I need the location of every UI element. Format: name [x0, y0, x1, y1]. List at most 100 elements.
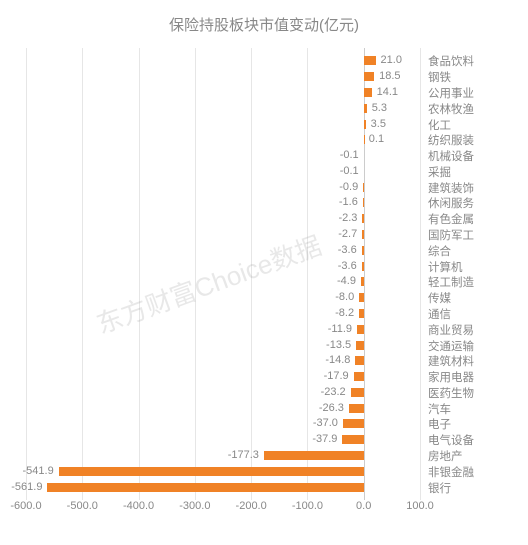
x-tick-label: -300.0 [179, 500, 210, 512]
bar-row: -11.9 [26, 321, 420, 337]
bar [363, 198, 364, 207]
category-label: 通信 [428, 306, 451, 322]
category-label: 机械设备 [428, 148, 474, 164]
value-label: -13.5 [326, 339, 351, 351]
category-label: 电气设备 [428, 432, 474, 448]
bar [357, 325, 364, 334]
category-label: 钢铁 [428, 69, 451, 85]
category-label: 采掘 [428, 164, 451, 180]
bar [356, 341, 364, 350]
bar [47, 483, 363, 492]
value-label: 0.1 [369, 133, 384, 145]
bar-row: -8.2 [26, 306, 420, 322]
value-label: -4.9 [337, 275, 356, 287]
category-label: 轻工制造 [428, 274, 474, 290]
bar [355, 356, 363, 365]
bar-row: -26.3 [26, 400, 420, 416]
bar-row: -37.9 [26, 432, 420, 448]
value-label: -177.3 [228, 449, 259, 461]
value-label: 14.1 [377, 86, 398, 98]
bar [364, 72, 374, 81]
category-label: 家用电器 [428, 369, 474, 385]
category-label: 纺织服装 [428, 132, 474, 148]
x-tick-label: -400.0 [123, 500, 154, 512]
value-label: 5.3 [372, 102, 387, 114]
value-label: -2.7 [338, 228, 357, 240]
bar-row: -1.6 [26, 195, 420, 211]
category-label: 传媒 [428, 290, 451, 306]
bar [364, 135, 365, 144]
x-axis: -600.0-500.0-400.0-300.0-200.0-100.00.01… [26, 500, 420, 530]
value-label: -26.3 [319, 402, 344, 414]
value-label: -561.9 [11, 481, 42, 493]
bar-row: -3.6 [26, 258, 420, 274]
category-label: 非银金融 [428, 464, 474, 480]
bar-row: -14.8 [26, 353, 420, 369]
bar [364, 120, 366, 129]
bar-row: -541.9 [26, 463, 420, 479]
category-label: 电子 [428, 416, 451, 432]
bar [362, 246, 364, 255]
value-label: -14.8 [325, 354, 350, 366]
category-label: 医药生物 [428, 385, 474, 401]
bar [364, 88, 372, 97]
bar-row: 5.3 [26, 100, 420, 116]
value-label: -1.6 [339, 196, 358, 208]
value-label: -37.0 [313, 417, 338, 429]
value-label: -0.9 [339, 181, 358, 193]
bar-row: 0.1 [26, 132, 420, 148]
value-label: -8.0 [335, 291, 354, 303]
bar [361, 277, 364, 286]
bar [349, 404, 364, 413]
value-label: -11.9 [328, 323, 352, 335]
category-label: 商业贸易 [428, 322, 474, 338]
bar-row: 14.1 [26, 85, 420, 101]
value-label: -3.6 [338, 260, 357, 272]
value-label: -3.6 [338, 244, 357, 256]
category-label: 汽车 [428, 401, 451, 417]
chart-container: 保险持股板块市值变动(亿元) 21.018.514.15.33.50.1-0.1… [0, 0, 528, 545]
value-label: -0.1 [340, 165, 359, 177]
category-label: 农林牧渔 [428, 101, 474, 117]
bar-row: -17.9 [26, 369, 420, 385]
bar [362, 262, 364, 271]
bar [362, 214, 363, 223]
x-tick-label: 0.0 [356, 500, 371, 512]
value-label: -0.1 [340, 149, 359, 161]
category-label: 国防军工 [428, 227, 474, 243]
category-label: 公用事业 [428, 85, 474, 101]
bar [354, 372, 364, 381]
x-tick-label: -200.0 [236, 500, 267, 512]
bar [264, 451, 364, 460]
chart-title: 保险持股板块市值变动(亿元) [0, 0, 528, 43]
category-label: 综合 [428, 243, 451, 259]
bar [342, 435, 363, 444]
plot-area: 21.018.514.15.33.50.1-0.1-0.1-0.9-1.6-2.… [26, 48, 420, 500]
bar [362, 230, 364, 239]
bar-row: -561.9 [26, 479, 420, 495]
bar [359, 309, 364, 318]
bar-row: -2.3 [26, 211, 420, 227]
bar [351, 388, 364, 397]
bar-row: -0.1 [26, 164, 420, 180]
category-label: 化工 [428, 117, 451, 133]
category-label: 计算机 [428, 259, 463, 275]
bar-row: -13.5 [26, 337, 420, 353]
bar-row: -4.9 [26, 274, 420, 290]
bar [359, 293, 364, 302]
bar-row: 18.5 [26, 69, 420, 85]
x-tick-label: -100.0 [292, 500, 323, 512]
bar [364, 104, 367, 113]
category-label: 银行 [428, 480, 451, 496]
bar-row: -0.1 [26, 148, 420, 164]
category-label: 有色金属 [428, 211, 474, 227]
value-label: -37.9 [312, 433, 337, 445]
bar-row: -23.2 [26, 385, 420, 401]
bar-row: -2.7 [26, 227, 420, 243]
value-label: -541.9 [23, 465, 54, 477]
bar-row: -37.0 [26, 416, 420, 432]
category-label: 建筑装饰 [428, 180, 474, 196]
value-label: 3.5 [371, 118, 386, 130]
category-label: 食品饮料 [428, 53, 474, 69]
category-label: 建筑材料 [428, 353, 474, 369]
